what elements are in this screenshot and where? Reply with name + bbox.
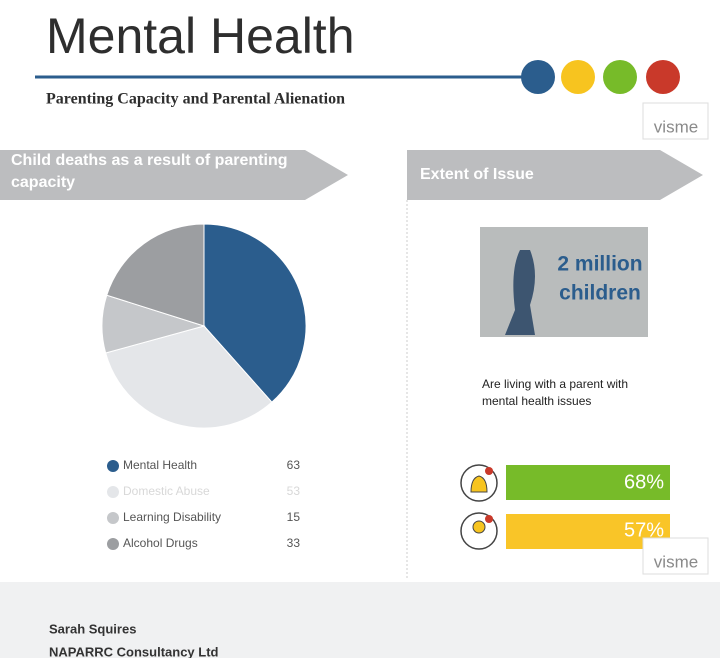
dot [561, 60, 595, 94]
dot [646, 60, 680, 94]
logo: visme [654, 117, 698, 136]
legend-swatch [107, 538, 119, 550]
icon-bell [470, 475, 488, 493]
legend-value: 53 [287, 484, 301, 498]
footer-text: Sarah Squires [49, 621, 136, 636]
section-heading: Extent of Issue [420, 166, 534, 183]
logo-box [642, 537, 709, 575]
dot [521, 60, 555, 94]
legend-swatch [107, 512, 119, 524]
stat-label: 57% [624, 519, 664, 541]
footer-text: NAPARRC Consultancy Ltd [49, 644, 219, 658]
footer [0, 582, 720, 658]
section-banner [0, 150, 348, 200]
image-text: 2 million [557, 253, 642, 276]
pie-slice [203, 223, 307, 403]
dot [603, 60, 637, 94]
icon-badge [485, 467, 493, 475]
stat-label: 68% [624, 471, 664, 493]
legend-value: 63 [287, 458, 301, 472]
pie-slice [106, 223, 205, 327]
image-text: children [559, 282, 641, 305]
description: mental health issues [482, 394, 591, 408]
description: Are living with a parent with [482, 377, 628, 391]
legend-swatch [107, 486, 119, 498]
image-figure [505, 250, 535, 335]
image [480, 227, 648, 337]
legend-label: Domestic Abuse [123, 484, 210, 498]
icon-badge [485, 515, 493, 523]
logo-box [642, 102, 709, 140]
legend-value: 33 [287, 536, 301, 550]
pie-slice [105, 325, 273, 429]
title: Mental Health [46, 8, 355, 64]
section-banner [407, 150, 703, 200]
legend-swatch [107, 460, 119, 472]
subtitle: Parenting Capacity and Parental Alienati… [46, 91, 345, 108]
legend-label: Mental Health [123, 458, 197, 472]
pie-chart [101, 223, 307, 429]
legend-label: Alcohol Drugs [123, 536, 198, 550]
legend-value: 15 [287, 510, 301, 524]
section-heading: Child deaths as a result of parenting [11, 152, 288, 169]
stat-bar [506, 465, 670, 500]
section-heading: capacity [11, 174, 75, 191]
logo: visme [654, 552, 698, 571]
icon-person [472, 520, 486, 534]
legend: Mental Health 63 Domestic Abuse 53 Learning … [107, 458, 300, 550]
legend-label: Learning Disability [123, 510, 221, 524]
